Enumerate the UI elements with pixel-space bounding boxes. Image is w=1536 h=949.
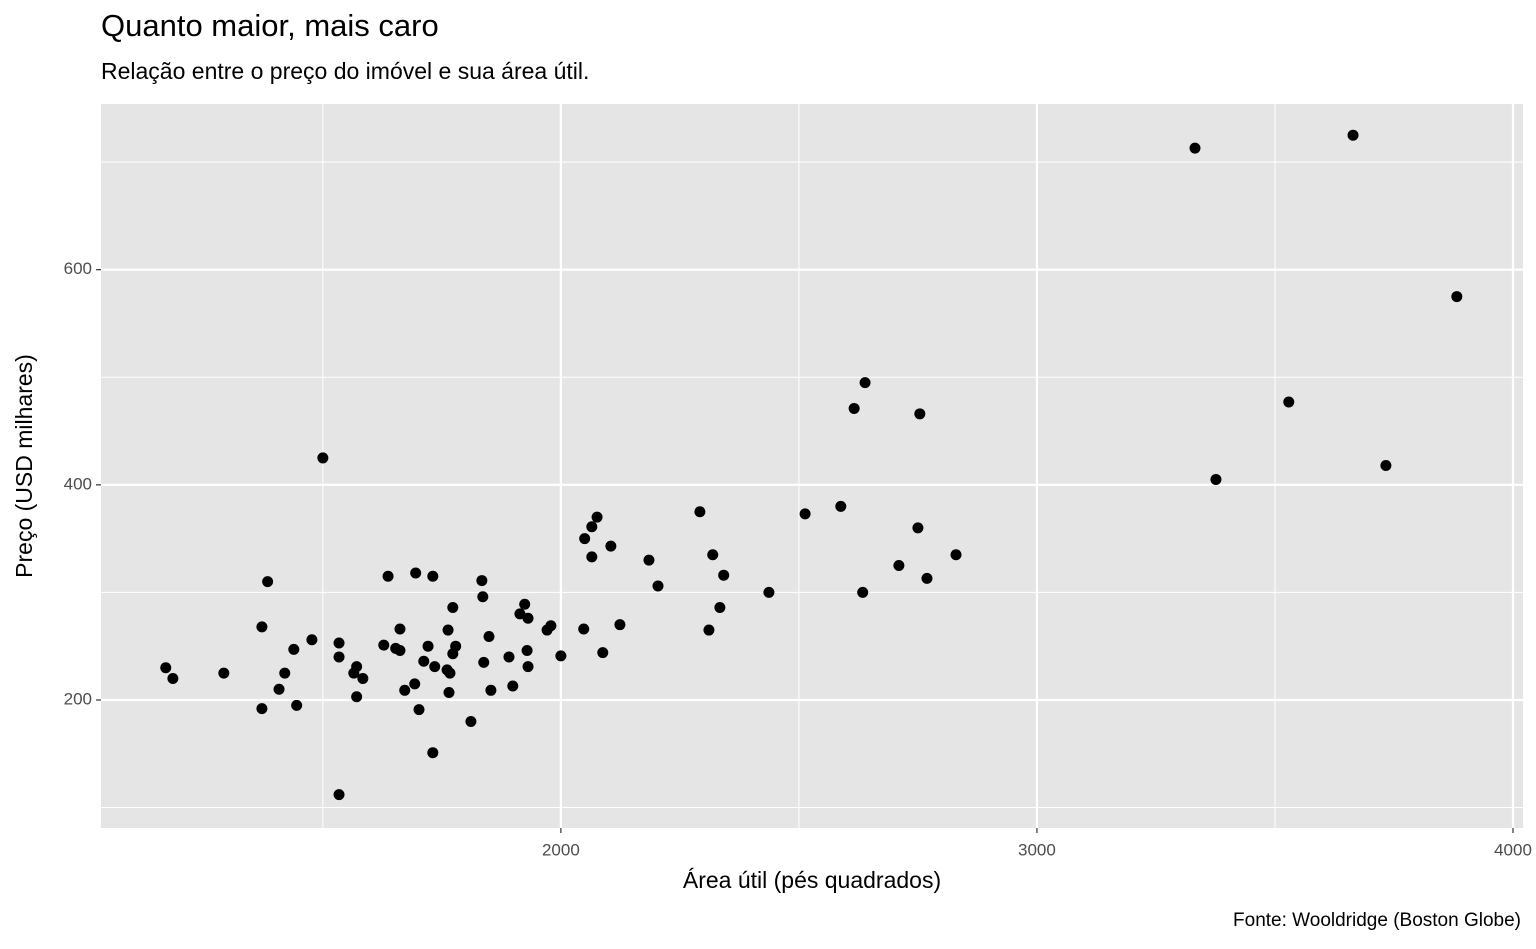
point bbox=[422, 640, 434, 652]
y-axis-title: Preço (USD milhares) bbox=[11, 354, 37, 578]
point bbox=[333, 789, 345, 801]
point bbox=[382, 570, 394, 582]
point bbox=[218, 667, 230, 679]
point bbox=[1189, 142, 1201, 154]
point bbox=[427, 570, 439, 582]
y-tick-label: 600 bbox=[64, 259, 92, 278]
point bbox=[399, 684, 411, 696]
point bbox=[262, 576, 274, 588]
point bbox=[160, 662, 172, 674]
point bbox=[288, 643, 300, 655]
point bbox=[1283, 396, 1295, 408]
caption: Fonte: Wooldridge (Boston Globe) bbox=[1233, 910, 1521, 931]
point bbox=[763, 586, 775, 598]
point bbox=[1380, 459, 1392, 471]
point bbox=[694, 506, 706, 518]
panel bbox=[101, 104, 1523, 828]
point bbox=[378, 639, 390, 651]
point bbox=[333, 651, 345, 663]
point bbox=[409, 678, 421, 690]
point bbox=[522, 612, 534, 624]
point bbox=[848, 402, 860, 414]
point bbox=[652, 580, 664, 592]
point bbox=[614, 619, 626, 631]
point bbox=[465, 715, 477, 727]
point bbox=[418, 655, 430, 667]
point bbox=[256, 703, 268, 715]
x-tick-label: 2000 bbox=[542, 840, 580, 859]
point bbox=[442, 624, 454, 636]
point bbox=[835, 500, 847, 512]
point bbox=[591, 511, 603, 523]
point bbox=[351, 691, 363, 703]
point bbox=[799, 508, 811, 520]
point bbox=[413, 704, 425, 716]
x-tick-label: 4000 bbox=[1494, 840, 1532, 859]
point bbox=[578, 623, 590, 635]
point bbox=[586, 521, 598, 533]
point bbox=[477, 591, 489, 603]
point bbox=[707, 549, 719, 561]
point bbox=[545, 620, 557, 632]
point bbox=[256, 621, 268, 633]
point bbox=[394, 644, 406, 656]
point bbox=[450, 640, 462, 652]
point bbox=[1347, 129, 1359, 141]
point bbox=[703, 624, 715, 636]
point bbox=[443, 686, 455, 698]
point bbox=[718, 569, 730, 581]
point bbox=[912, 522, 924, 534]
point bbox=[714, 601, 726, 613]
point bbox=[950, 549, 962, 561]
point bbox=[167, 672, 179, 684]
point bbox=[586, 551, 598, 563]
point bbox=[306, 634, 318, 646]
point bbox=[410, 567, 422, 579]
point bbox=[291, 699, 303, 711]
point bbox=[317, 452, 329, 464]
point bbox=[1210, 473, 1222, 485]
point bbox=[522, 661, 534, 673]
point bbox=[857, 586, 869, 598]
point bbox=[893, 560, 905, 572]
point bbox=[279, 667, 291, 679]
point bbox=[1451, 291, 1463, 303]
point bbox=[427, 747, 439, 759]
point bbox=[519, 598, 531, 610]
point bbox=[605, 540, 617, 552]
x-axis-title: Área útil (pés quadrados) bbox=[683, 867, 941, 893]
point bbox=[921, 572, 933, 584]
point bbox=[429, 661, 441, 673]
point bbox=[447, 601, 459, 613]
point bbox=[478, 656, 490, 668]
point bbox=[914, 408, 926, 420]
point bbox=[507, 680, 519, 692]
point bbox=[503, 651, 515, 663]
point bbox=[333, 637, 345, 649]
point bbox=[579, 533, 591, 545]
point bbox=[514, 608, 526, 620]
point bbox=[521, 644, 533, 656]
point bbox=[485, 684, 497, 696]
point bbox=[351, 661, 363, 673]
point bbox=[444, 667, 456, 679]
point bbox=[859, 377, 871, 389]
point bbox=[394, 623, 406, 635]
point bbox=[476, 575, 488, 587]
point bbox=[273, 683, 285, 695]
point bbox=[357, 672, 369, 684]
chart-subtitle: Relação entre o preço do imóvel e sua ár… bbox=[101, 58, 589, 84]
point bbox=[483, 631, 495, 643]
y-tick-label: 400 bbox=[64, 474, 92, 493]
y-tick-label: 200 bbox=[64, 689, 92, 708]
point bbox=[643, 554, 655, 566]
x-tick-label: 3000 bbox=[1018, 840, 1056, 859]
point bbox=[597, 647, 609, 659]
point bbox=[555, 650, 567, 662]
chart-title: Quanto maior, mais caro bbox=[101, 8, 439, 43]
